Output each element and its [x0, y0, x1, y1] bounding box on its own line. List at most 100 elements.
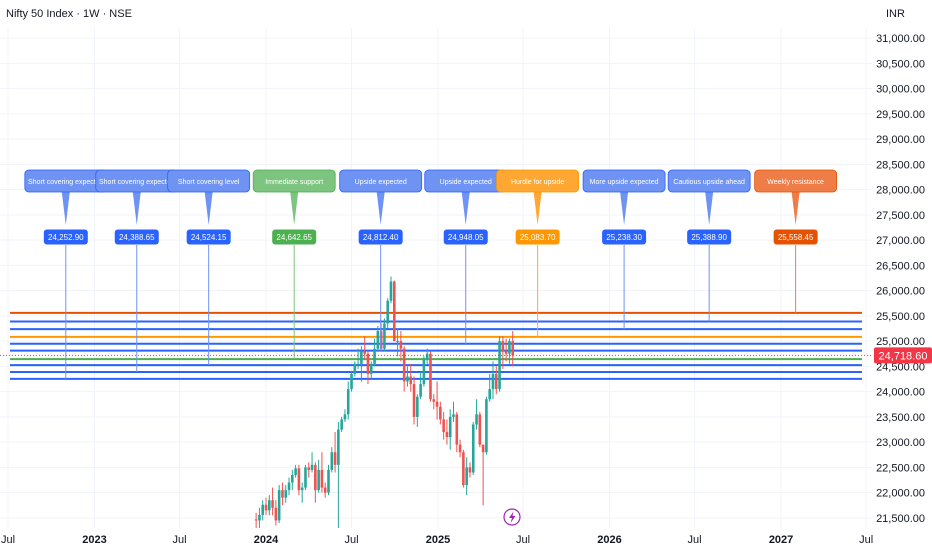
candle-body [478, 414, 482, 445]
candle [386, 298, 390, 329]
y-tick-label: 24,500.00 [876, 361, 925, 373]
candle-body [323, 487, 327, 493]
candle-body [488, 389, 491, 400]
candle [429, 351, 432, 402]
candle-body [320, 469, 324, 488]
x-tick-label: Jul [172, 534, 186, 546]
y-tick-label: 27,000.00 [876, 235, 925, 247]
level-value-tag [272, 229, 317, 245]
callout-note: Immediate support [265, 179, 323, 186]
candle [317, 459, 320, 493]
candle [432, 394, 436, 410]
candle-body [435, 401, 439, 407]
candle-body [383, 323, 386, 349]
x-tick-label: 2025 [426, 534, 450, 546]
candle [297, 464, 301, 496]
level-callout[interactable]: More upside expected 25,238.30 [582, 169, 666, 245]
level-value-tag [773, 229, 818, 245]
level-callout[interactable]: Short covering expected 24,388.65 [95, 169, 179, 245]
candle-body [475, 414, 478, 425]
callout-note: Hurdle for upside [511, 179, 564, 186]
candle [478, 411, 482, 448]
grid [0, 28, 872, 528]
candle [399, 331, 403, 362]
candle-body [452, 414, 455, 417]
callout-box [496, 169, 580, 193]
y-tick-label: 25,000.00 [876, 336, 925, 348]
candle-body [350, 373, 353, 390]
callout-box [339, 169, 423, 193]
level-value-tag [358, 229, 403, 245]
callout-pointer [132, 192, 141, 225]
candle-body [297, 468, 301, 491]
candle-body [501, 341, 505, 352]
candle-body [333, 452, 337, 465]
level-value-label: 24,252.90 [48, 233, 84, 242]
candle-body [261, 504, 265, 515]
candle-body [471, 424, 475, 473]
candle [462, 449, 465, 488]
level-callout[interactable]: Cautious upside ahead 25,388.90 [667, 169, 751, 245]
candle [392, 280, 396, 342]
candlesticks [254, 276, 515, 528]
x-tick-label: Jul [859, 534, 873, 546]
level-callout[interactable]: Immediate support 24,642.65 [252, 169, 336, 245]
candle-body [300, 487, 304, 491]
y-tick-label: 26,500.00 [876, 260, 925, 272]
flash-icon[interactable] [503, 508, 521, 526]
candle [353, 361, 357, 377]
level-value-tag [602, 229, 647, 245]
candle [402, 346, 406, 392]
y-tick-label: 22,000.00 [876, 488, 925, 500]
level-value-label: 25,558.45 [778, 233, 814, 242]
callout-pointer [290, 192, 299, 225]
x-tick-label: Jul [516, 534, 530, 546]
level-callout[interactable]: Hurdle for upside 25,083.70 [496, 169, 580, 245]
candle [350, 371, 353, 392]
candle [254, 512, 258, 528]
candle-body [504, 351, 508, 354]
candle [267, 495, 271, 516]
candle [491, 361, 495, 400]
time-axis: Jul 2023 Jul 2024 Jul 2025 Jul 2026 Jul 2027 Jul [1, 534, 873, 546]
level-callout[interactable]: Weekly resistance 25,558.45 [754, 169, 838, 245]
candle-body [304, 467, 307, 488]
y-tick-label: 29,500.00 [876, 109, 925, 121]
level-value-tag [114, 229, 159, 245]
level-callout[interactable]: Upside expected 24,812.40 [339, 169, 423, 245]
callout-note: Upside expected [355, 179, 407, 186]
callout-note: Short covering expected [28, 179, 104, 186]
candle-body [442, 419, 445, 433]
candle [291, 469, 294, 491]
callout-pointer [461, 192, 470, 225]
candle-body [494, 373, 498, 390]
level-callout[interactable]: Short covering expected 24,252.90 [24, 169, 108, 245]
candle [389, 276, 393, 304]
level-callout[interactable]: Short covering level 24,524.15 [167, 169, 251, 245]
level-value-tag [687, 229, 732, 245]
candle [300, 482, 304, 503]
candle-body [389, 281, 393, 301]
last-price-tag [874, 347, 932, 364]
candle [422, 356, 426, 387]
candle-body [343, 414, 347, 420]
candle [435, 381, 439, 420]
candle [284, 485, 288, 503]
candle [360, 346, 363, 382]
y-tick-label: 30,500.00 [876, 58, 925, 70]
y-tick-label: 27,500.00 [876, 210, 925, 222]
candle [340, 416, 343, 433]
candle [448, 409, 452, 450]
level-value-label: 24,812.40 [363, 233, 399, 242]
x-tick-label: 2027 [769, 534, 793, 546]
level-value-label: 24,524.15 [191, 233, 227, 242]
candle-body [373, 348, 376, 364]
level-value-label: 25,083.70 [520, 233, 556, 242]
level-value-label: 24,948.05 [448, 233, 484, 242]
x-tick-label: Jul [1, 534, 15, 546]
candle-body [386, 300, 390, 324]
candle-body [291, 474, 294, 483]
level-callout[interactable]: Upside expected 24,948.05 [424, 169, 508, 245]
support-resistance-levels [10, 311, 862, 380]
